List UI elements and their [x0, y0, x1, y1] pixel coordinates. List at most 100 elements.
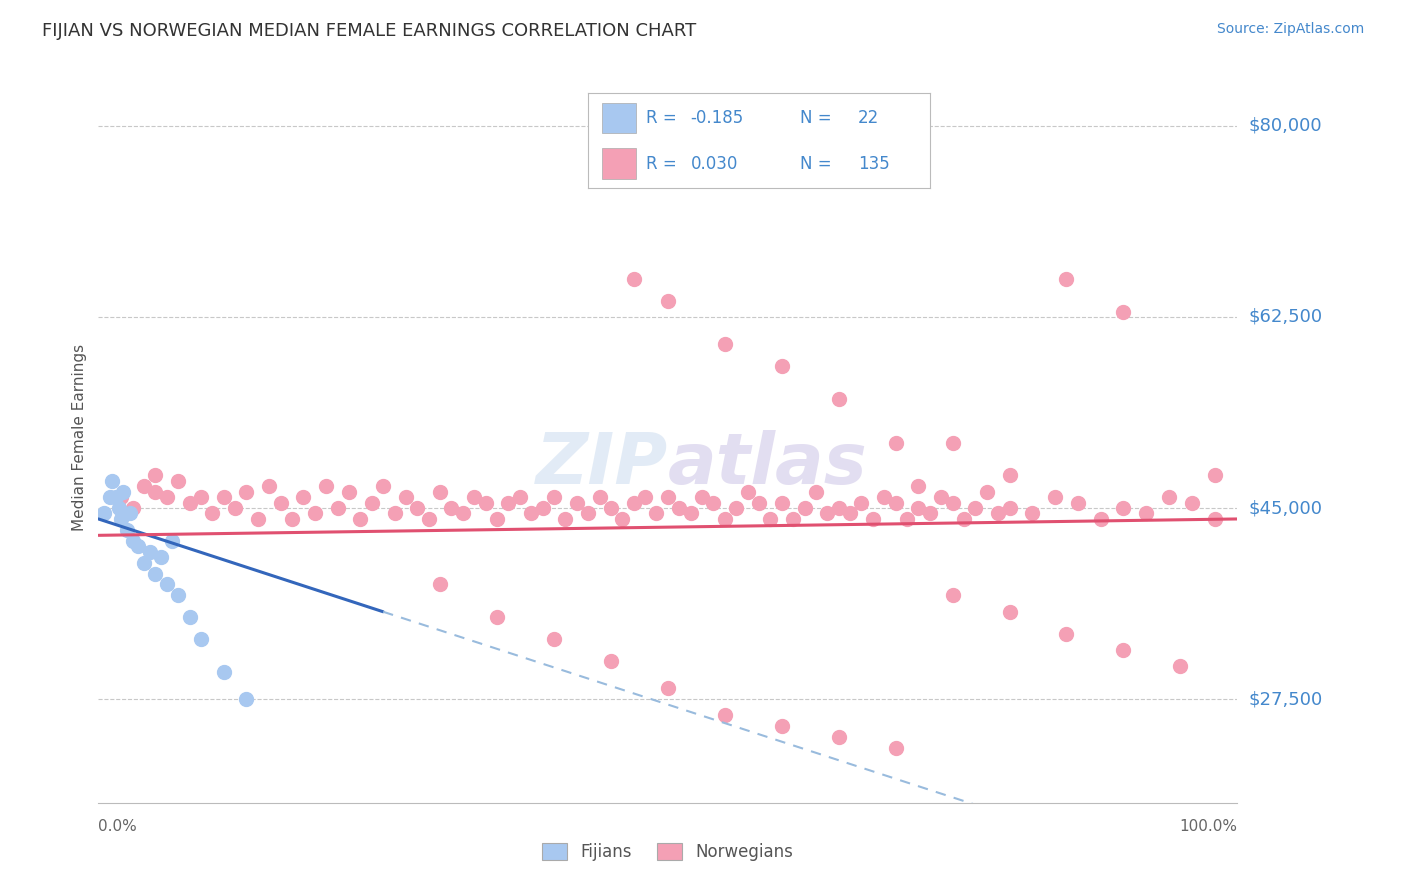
- Point: [315, 479, 337, 493]
- Text: $45,000: $45,000: [1249, 499, 1323, 517]
- Point: [235, 484, 257, 499]
- Point: [804, 484, 827, 499]
- Point: [1135, 507, 1157, 521]
- Point: [770, 359, 793, 373]
- Point: [998, 468, 1021, 483]
- Point: [145, 468, 167, 483]
- Point: [918, 507, 941, 521]
- Point: [108, 501, 131, 516]
- Point: [150, 550, 173, 565]
- Point: [998, 605, 1021, 619]
- Text: Source: ZipAtlas.com: Source: ZipAtlas.com: [1216, 22, 1364, 37]
- Text: atlas: atlas: [668, 430, 868, 499]
- Point: [565, 495, 588, 509]
- Point: [1112, 501, 1135, 516]
- Point: [235, 692, 257, 706]
- Point: [884, 741, 907, 756]
- Point: [326, 501, 349, 516]
- Point: [167, 474, 190, 488]
- Text: $80,000: $80,000: [1249, 117, 1322, 135]
- Point: [270, 495, 292, 509]
- Point: [429, 484, 451, 499]
- Point: [384, 507, 406, 521]
- Point: [212, 665, 235, 679]
- Point: [406, 501, 429, 516]
- Point: [121, 501, 143, 516]
- Point: [179, 610, 201, 624]
- Point: [828, 392, 851, 406]
- Point: [110, 490, 132, 504]
- Point: [737, 484, 759, 499]
- Point: [1090, 512, 1112, 526]
- Point: [543, 632, 565, 646]
- Point: [600, 501, 623, 516]
- Point: [281, 512, 304, 526]
- Point: [1204, 468, 1226, 483]
- Point: [395, 490, 418, 504]
- Point: [907, 501, 929, 516]
- Point: [115, 523, 138, 537]
- Point: [793, 501, 815, 516]
- Text: $62,500: $62,500: [1249, 308, 1323, 326]
- Point: [965, 501, 987, 516]
- Point: [167, 588, 190, 602]
- Point: [1170, 659, 1192, 673]
- Point: [714, 708, 737, 723]
- Point: [1056, 626, 1078, 640]
- Point: [371, 479, 394, 493]
- Point: [259, 479, 281, 493]
- Point: [145, 566, 167, 581]
- Point: [953, 512, 976, 526]
- Point: [862, 512, 884, 526]
- Point: [292, 490, 315, 504]
- Point: [1021, 507, 1043, 521]
- Point: [132, 556, 155, 570]
- Point: [714, 512, 737, 526]
- Point: [486, 610, 509, 624]
- Point: [101, 474, 124, 488]
- Point: [138, 545, 160, 559]
- Point: [929, 490, 952, 504]
- Point: [884, 495, 907, 509]
- Point: [612, 512, 634, 526]
- Point: [623, 495, 645, 509]
- Point: [942, 435, 965, 450]
- Point: [759, 512, 782, 526]
- Point: [110, 512, 132, 526]
- Point: [907, 479, 929, 493]
- Point: [337, 484, 360, 499]
- Point: [98, 490, 121, 504]
- Point: [360, 495, 382, 509]
- Point: [782, 512, 804, 526]
- Point: [463, 490, 485, 504]
- Point: [304, 507, 326, 521]
- Point: [1181, 495, 1204, 509]
- Point: [1112, 643, 1135, 657]
- Point: [942, 495, 965, 509]
- Point: [212, 490, 235, 504]
- Point: [839, 507, 862, 521]
- Point: [828, 501, 851, 516]
- Point: [531, 501, 554, 516]
- Point: [145, 484, 167, 499]
- Point: [190, 490, 212, 504]
- Point: [600, 654, 623, 668]
- Point: [770, 719, 793, 733]
- Point: [474, 495, 496, 509]
- Point: [896, 512, 918, 526]
- Point: [588, 490, 610, 504]
- Point: [179, 495, 201, 509]
- Point: [543, 490, 565, 504]
- Point: [104, 490, 127, 504]
- Point: [657, 681, 679, 695]
- Point: [998, 501, 1021, 516]
- Point: [576, 507, 599, 521]
- Point: [690, 490, 713, 504]
- Point: [418, 512, 440, 526]
- Text: ZIP: ZIP: [536, 430, 668, 499]
- Point: [520, 507, 543, 521]
- Text: 0.0%: 0.0%: [98, 819, 138, 834]
- Point: [486, 512, 509, 526]
- Point: [132, 479, 155, 493]
- Point: [702, 495, 724, 509]
